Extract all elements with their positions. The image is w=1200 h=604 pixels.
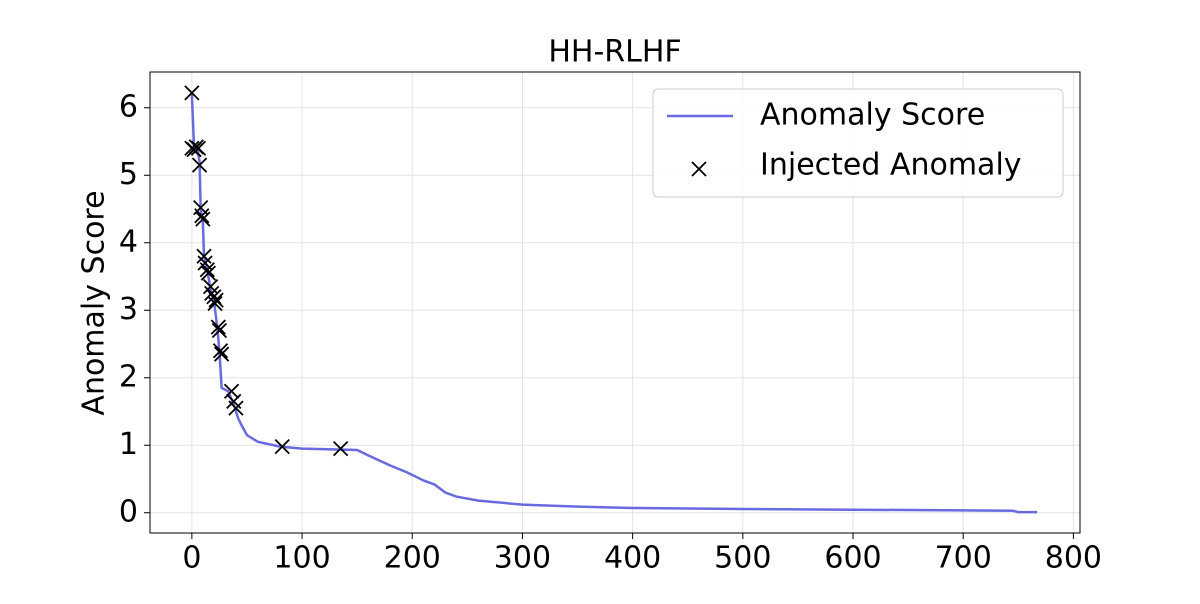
y-tick-label: 0: [119, 494, 138, 529]
anomaly-marker: [274, 438, 290, 455]
legend-label: Injected Anomaly: [760, 148, 1022, 183]
anomaly-marker: [184, 85, 200, 101]
anomaly-marker: [210, 319, 226, 335]
anomaly-marker: [190, 140, 207, 156]
anomaly-marker: [199, 262, 215, 278]
anomaly-marker: [191, 157, 208, 173]
y-tick-label: 1: [119, 427, 138, 462]
score-line: [190, 94, 1038, 514]
anomaly-marker: [213, 346, 230, 362]
y-tick-label: 4: [119, 224, 138, 259]
x-tick-label: 0: [182, 541, 201, 576]
y-tick-label: 6: [119, 89, 138, 124]
legend-label: Anomaly Score: [760, 98, 985, 133]
x-tick-label: 200: [384, 541, 441, 576]
anomaly-marker: [194, 208, 210, 224]
legend-marker: [691, 161, 707, 177]
anomaly-marker: [202, 279, 219, 295]
anomaly-marker: [195, 211, 211, 227]
anomaly-marker: [223, 383, 240, 399]
y-axis-label: Anomaly Score: [77, 190, 112, 415]
anomaly-marker: [200, 265, 217, 281]
x-tick-label: 100: [273, 541, 330, 576]
x-tick-label: 700: [935, 541, 992, 576]
anomaly-marker: [211, 322, 228, 339]
anomaly-marker: [228, 400, 244, 416]
x-tick-label: 800: [1045, 541, 1102, 576]
anomaly-marker: [332, 440, 349, 457]
anomaly-marker: [208, 292, 224, 308]
x-tick-label: 500: [714, 541, 771, 576]
x-tick-label: 400: [604, 541, 661, 576]
y-tick-label: 2: [119, 359, 138, 394]
anomaly-marker: [207, 295, 223, 312]
y-tick-label: 5: [119, 157, 138, 192]
anomaly-marker: [212, 343, 229, 359]
y-tick-label: 3: [119, 292, 138, 327]
legend-box: [652, 88, 1064, 198]
chart-title: HH-RLHF: [548, 35, 681, 70]
x-tick-label: 600: [824, 541, 881, 576]
anomaly-marker: [196, 248, 212, 264]
plot-frame: [149, 71, 1081, 534]
x-tick-label: 300: [494, 541, 551, 576]
